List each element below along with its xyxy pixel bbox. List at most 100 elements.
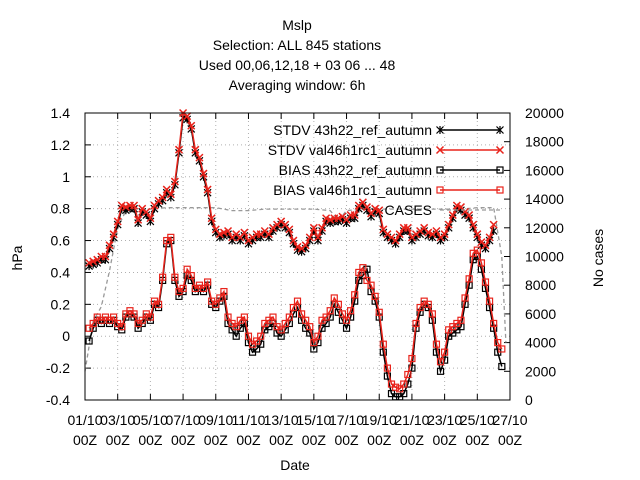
chart-subtitle-window: Averaging window: 6h: [229, 77, 366, 93]
data-point: [367, 281, 375, 289]
data-point: [306, 323, 314, 331]
legend-marker: [495, 145, 505, 155]
data-point: [195, 153, 204, 162]
data-point: [494, 339, 502, 347]
y-tick-label: 1.2: [51, 137, 71, 153]
data-point: [465, 275, 473, 283]
x-tick-label-hour: 00Z: [269, 432, 294, 448]
plot-frame: [84, 112, 511, 401]
x-tick-label-hour: 00Z: [138, 432, 163, 448]
data-point: [240, 313, 248, 321]
series-1: [85, 108, 498, 267]
data-point: [302, 316, 310, 324]
data-point: [428, 310, 436, 318]
series-3: [85, 233, 506, 393]
data-point: [113, 217, 122, 226]
data-point: [432, 348, 441, 356]
data-point: [314, 332, 322, 340]
data-point: [118, 323, 126, 331]
data-point: [469, 220, 478, 229]
data-point: [334, 300, 342, 308]
data-point: [432, 226, 441, 236]
data-point: [400, 390, 408, 398]
data-point: [224, 313, 232, 321]
data-point: [85, 324, 93, 332]
chart-subtitle-selection: Selection: ALL 845 stations: [213, 37, 381, 53]
legend-marker: [435, 145, 445, 155]
data-point: [138, 316, 146, 324]
data-point: [448, 211, 457, 220]
data-point: [236, 324, 244, 332]
data-point: [105, 241, 114, 250]
x-tick-label-hour: 00Z: [73, 432, 98, 448]
data-point: [146, 214, 155, 223]
y2-tick-label: 2000: [525, 363, 556, 379]
y2-tick-label: 4000: [525, 335, 556, 351]
data-point: [179, 284, 187, 292]
x-tick-label-date: 07/10: [166, 412, 201, 428]
data-point: [175, 292, 183, 300]
y2-tick-label: 6000: [525, 306, 556, 322]
x-tick-label-hour: 00Z: [106, 432, 131, 448]
x-tick-label-hour: 00Z: [433, 432, 458, 448]
x-tick-label-hour: 00Z: [302, 432, 327, 448]
data-point: [391, 236, 400, 245]
data-point: [281, 319, 289, 328]
x-tick-label-date: 03/10: [100, 412, 135, 428]
data-point: [441, 348, 449, 356]
data-point: [318, 324, 326, 332]
y2-tick-label: 12000: [525, 220, 564, 236]
data-point: [309, 223, 318, 232]
data-point: [130, 201, 139, 210]
data-point: [481, 241, 490, 250]
y2-tick-label: 10000: [525, 249, 564, 265]
data-point: [436, 358, 445, 366]
data-point: [363, 276, 371, 285]
data-point: [264, 230, 273, 239]
y-tick-label: 0: [62, 328, 70, 344]
y2-tick-label: 0: [525, 392, 533, 408]
y-tick-label: -0.4: [46, 392, 70, 408]
data-point: [232, 332, 240, 340]
data-point: [355, 276, 363, 285]
data-point: [461, 294, 469, 302]
x-tick-label-date: 23/10: [427, 412, 462, 428]
data-point: [383, 372, 392, 380]
y2-tick-label: 16000: [525, 162, 564, 178]
data-point: [289, 303, 298, 312]
data-point: [436, 367, 445, 375]
data-point: [375, 308, 383, 316]
data-point: [383, 364, 392, 372]
data-point: [375, 206, 384, 215]
x-tick-label-hour: 00Z: [171, 432, 196, 448]
data-point: [457, 316, 465, 324]
data-point: [485, 233, 494, 242]
x-tick-label-date: 11/10: [231, 412, 265, 428]
data-point: [342, 316, 351, 324]
data-point: [159, 273, 167, 281]
x-tick-label-date: 21/10: [394, 412, 429, 428]
y-tick-label: 0.6: [51, 233, 71, 249]
x-tick-label-hour: 00Z: [367, 432, 392, 448]
data-point: [408, 354, 416, 363]
legend-label: STDV val46h1rc1_autumn: [268, 142, 432, 158]
data-point: [350, 211, 359, 220]
data-point: [216, 294, 224, 302]
data-point: [473, 230, 482, 239]
data-point: [199, 284, 208, 292]
x-axis-label: Date: [280, 457, 310, 473]
data-point: [404, 380, 412, 388]
data-point: [351, 291, 359, 299]
x-tick-label-date: 05/10: [133, 412, 168, 428]
data-point: [240, 228, 249, 237]
data-point: [379, 340, 387, 348]
data-point: [199, 169, 208, 178]
data-point: [183, 265, 191, 273]
data-point: [322, 313, 330, 321]
data-point: [498, 362, 506, 371]
data-point: [171, 273, 179, 281]
data-point: [477, 259, 485, 267]
y-tick-label: -0.2: [46, 360, 70, 376]
data-point: [313, 233, 322, 242]
